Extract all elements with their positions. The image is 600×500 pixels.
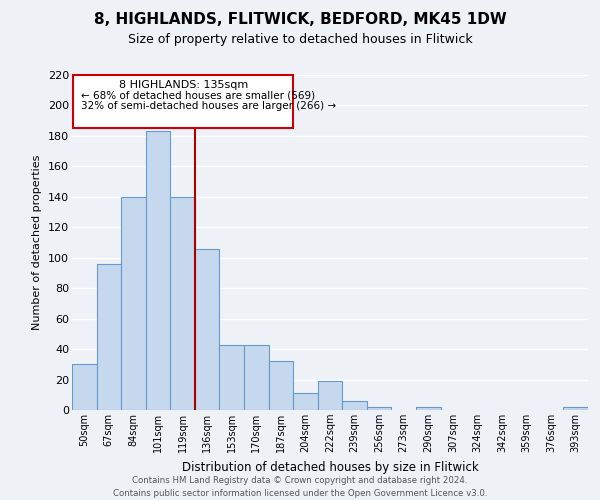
Text: 8, HIGHLANDS, FLITWICK, BEDFORD, MK45 1DW: 8, HIGHLANDS, FLITWICK, BEDFORD, MK45 1D… (94, 12, 506, 28)
Y-axis label: Number of detached properties: Number of detached properties (32, 155, 43, 330)
Bar (269, 362, 293, 410)
Bar (416, 407, 440, 410)
Text: Size of property relative to detached houses in Flitwick: Size of property relative to detached ho… (128, 32, 472, 46)
X-axis label: Distribution of detached houses by size in Flitwick: Distribution of detached houses by size … (182, 460, 478, 473)
Text: ← 68% of detached houses are smaller (569): ← 68% of detached houses are smaller (56… (80, 90, 315, 100)
Bar (121, 197, 146, 410)
Bar (97, 264, 121, 410)
Bar (342, 401, 367, 410)
Text: Contains HM Land Registry data © Crown copyright and database right 2024.
Contai: Contains HM Land Registry data © Crown c… (113, 476, 487, 498)
Bar (220, 344, 244, 410)
Bar (72, 364, 97, 410)
Text: 8 HIGHLANDS: 135sqm: 8 HIGHLANDS: 135sqm (119, 80, 248, 90)
Text: 32% of semi-detached houses are larger (266) →: 32% of semi-detached houses are larger (… (80, 101, 336, 111)
Bar (146, 132, 170, 410)
Bar (563, 407, 588, 410)
Bar (244, 344, 269, 410)
Bar (170, 197, 195, 410)
Bar (367, 407, 391, 410)
Bar (293, 393, 318, 410)
Bar (195, 248, 220, 410)
FancyBboxPatch shape (73, 75, 293, 128)
Bar (318, 381, 342, 410)
